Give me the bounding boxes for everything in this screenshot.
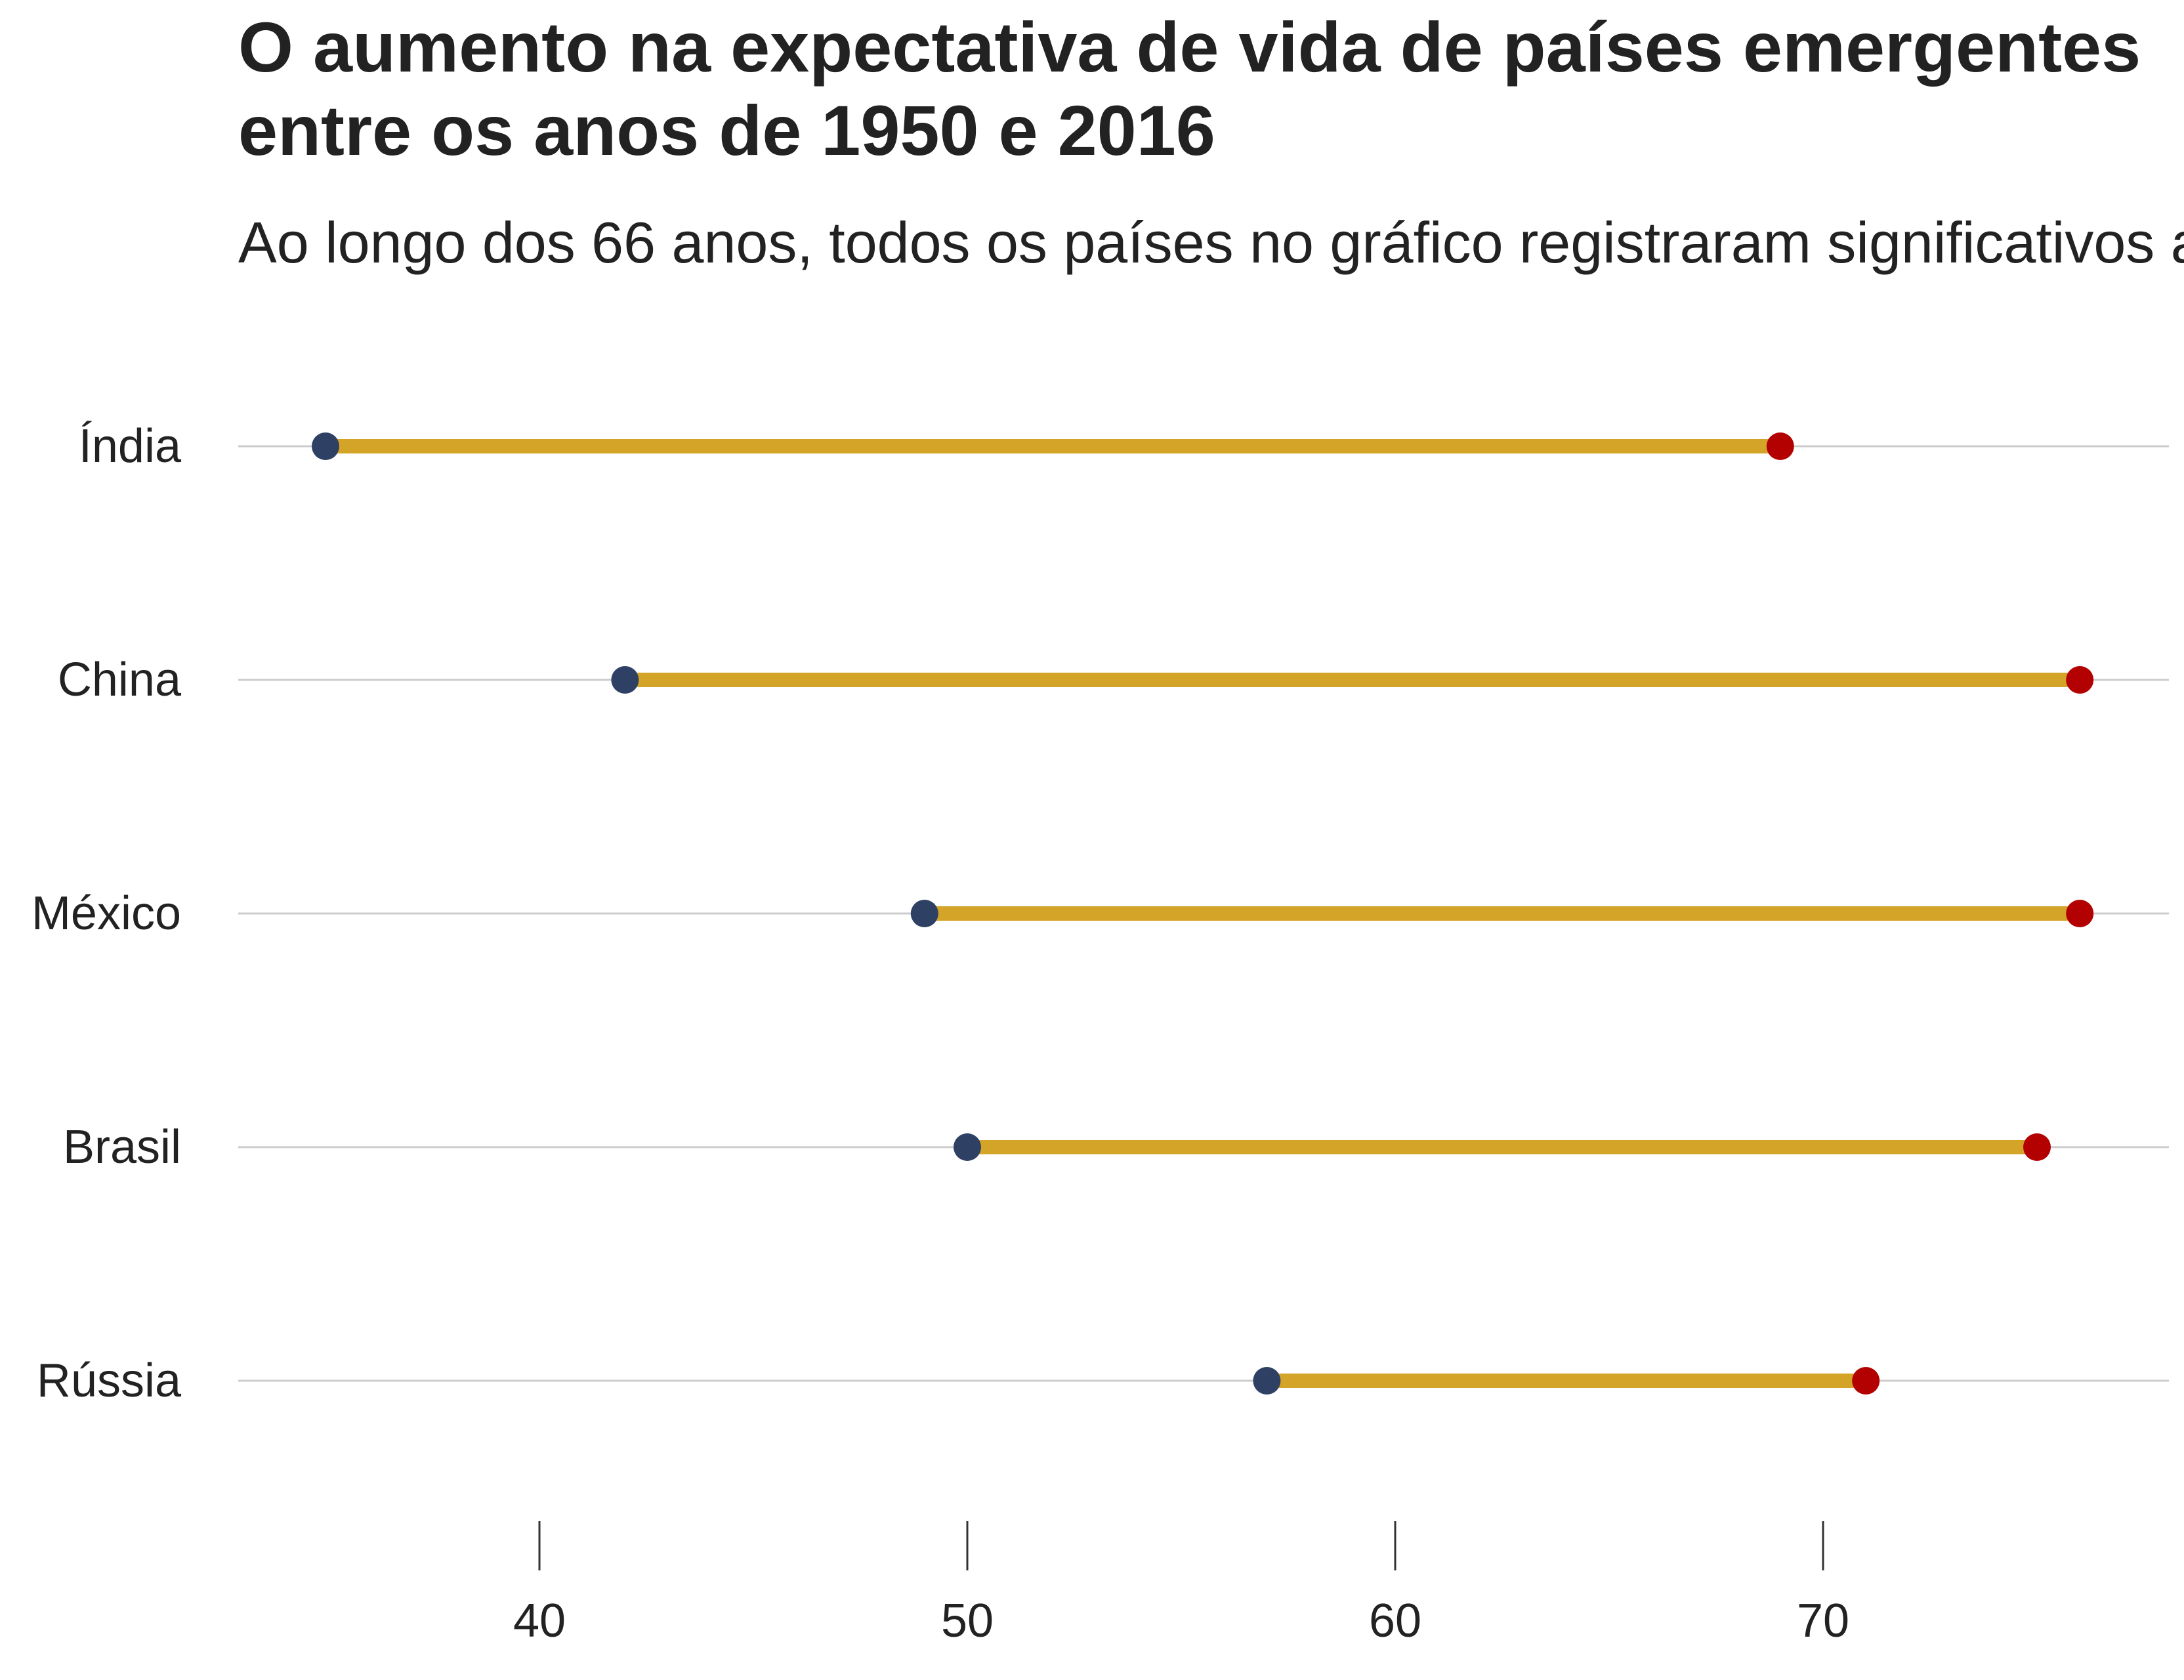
end-point xyxy=(2066,666,2094,694)
end-point xyxy=(1766,432,1794,460)
dumbbell-segments xyxy=(326,439,2080,1388)
x-tick-label: 70 xyxy=(1797,1595,1849,1647)
end-point xyxy=(2066,900,2094,927)
x-tick-label: 40 xyxy=(513,1595,566,1647)
chart-title-line-1: O aumento na expectativa de vida de país… xyxy=(238,7,2141,87)
start-point xyxy=(910,900,938,927)
y-tick-label: Brasil xyxy=(63,1121,181,1173)
y-tick-label: Índia xyxy=(79,420,182,472)
chart-subtitle: Ao longo dos 66 anos, todos os países no… xyxy=(238,210,2184,275)
x-axis: 40 50 60 70 xyxy=(513,1521,1849,1647)
dumbbell-points xyxy=(312,432,2094,1395)
chart-title-line-2: entre os anos de 1950 e 2016 xyxy=(238,91,1215,170)
y-tick-label: China xyxy=(58,654,182,706)
start-point xyxy=(954,1133,981,1161)
start-point xyxy=(611,666,639,694)
x-tick-label: 50 xyxy=(941,1595,994,1647)
x-tick-label: 60 xyxy=(1369,1595,1421,1647)
start-point xyxy=(1253,1367,1281,1395)
y-tick-label: México xyxy=(32,887,181,940)
start-point xyxy=(312,432,339,460)
chart-title: O aumento na expectativa de vida de país… xyxy=(238,5,2184,172)
y-tick-label: Rússia xyxy=(37,1354,182,1407)
end-point xyxy=(2023,1133,2051,1161)
y-axis: Índia China México Brasil Rússia xyxy=(32,420,182,1407)
end-point xyxy=(1852,1367,1880,1395)
